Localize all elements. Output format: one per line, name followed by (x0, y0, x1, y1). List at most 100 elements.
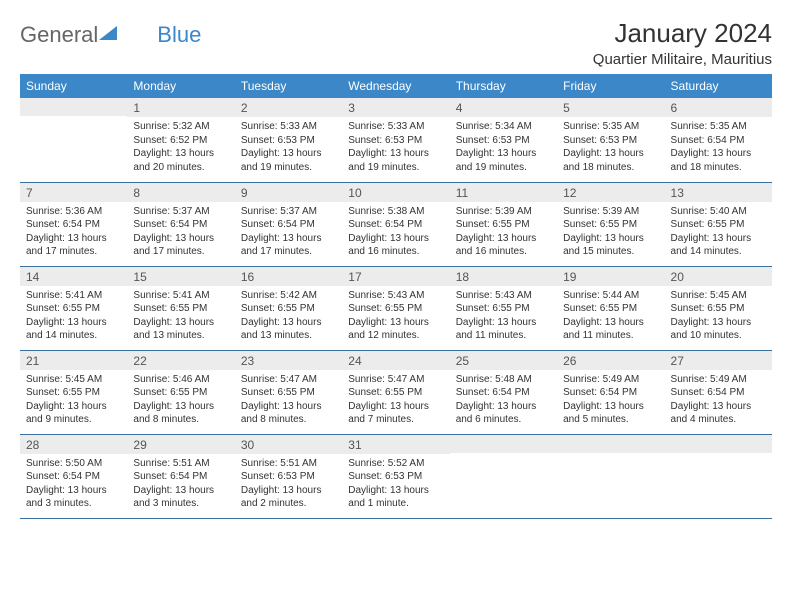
day-header: Friday (557, 74, 664, 98)
day-number (557, 435, 664, 453)
sunrise-text: Sunrise: 5:49 AM (671, 373, 766, 387)
calendar-day-cell: 25Sunrise: 5:48 AMSunset: 6:54 PMDayligh… (450, 350, 557, 434)
daylight-text: Daylight: 13 hours and 15 minutes. (563, 232, 658, 259)
calendar-week-row: 28Sunrise: 5:50 AMSunset: 6:54 PMDayligh… (20, 434, 772, 518)
day-number: 29 (127, 435, 234, 454)
calendar-day-cell: 28 Sunrise: 5:50 AMSunset: 6:54 PMDayligh… (20, 434, 127, 518)
day-number: 4 (450, 98, 557, 117)
sunrise-text: Sunrise: 5:44 AM (563, 289, 658, 303)
calendar-day-cell: 24Sunrise: 5:47 AMSunset: 6:55 PMDayligh… (342, 350, 449, 434)
sunrise-text: Sunrise: 5:52 AM (348, 457, 443, 471)
sunset-text: Sunset: 6:54 PM (563, 386, 658, 400)
day-body (665, 453, 772, 460)
sunrise-text: Sunrise: 5:50 AM (26, 457, 121, 471)
sunset-text: Sunset: 6:54 PM (671, 134, 766, 148)
sunset-text: Sunset: 6:52 PM (133, 134, 228, 148)
day-number: 28 (20, 435, 127, 454)
day-body (450, 453, 557, 460)
sunset-text: Sunset: 6:54 PM (456, 386, 551, 400)
calendar-day-cell: 9Sunrise: 5:37 AMSunset: 6:54 PMDaylight… (235, 182, 342, 266)
sunset-text: Sunset: 6:54 PM (26, 470, 121, 484)
day-number: 9 (235, 183, 342, 202)
daylight-text: Daylight: 13 hours and 18 minutes. (671, 147, 766, 174)
day-body: Sunrise: 5:35 AMSunset: 6:54 PMDaylight:… (665, 117, 772, 178)
sunrise-text: Sunrise: 5:51 AM (133, 457, 228, 471)
day-body: Sunrise: 5:40 AMSunset: 6:55 PMDaylight:… (665, 202, 772, 263)
daylight-text: Daylight: 13 hours and 17 minutes. (241, 232, 336, 259)
daylight-text: Daylight: 13 hours and 6 minutes. (456, 400, 551, 427)
sunset-text: Sunset: 6:54 PM (671, 386, 766, 400)
calendar-day-cell: 16Sunrise: 5:42 AMSunset: 6:55 PMDayligh… (235, 266, 342, 350)
day-body: Sunrise: 5:32 AMSunset: 6:52 PMDaylight:… (127, 117, 234, 178)
logo: General Blue (20, 18, 201, 48)
daylight-text: Daylight: 13 hours and 8 minutes. (133, 400, 228, 427)
day-number: 11 (450, 183, 557, 202)
day-body: Sunrise: 5:49 AMSunset: 6:54 PMDaylight:… (557, 370, 664, 431)
daylight-text: Daylight: 13 hours and 8 minutes. (241, 400, 336, 427)
calendar-page: General Blue January 2024 Quartier Milit… (0, 0, 792, 529)
daylight-text: Daylight: 13 hours and 13 minutes. (133, 316, 228, 343)
calendar-day-cell: 22Sunrise: 5:46 AMSunset: 6:55 PMDayligh… (127, 350, 234, 434)
day-header: Thursday (450, 74, 557, 98)
sunset-text: Sunset: 6:55 PM (348, 302, 443, 316)
day-number: 3 (342, 98, 449, 117)
sunset-text: Sunset: 6:55 PM (671, 218, 766, 232)
day-number: 6 (665, 98, 772, 117)
day-body: Sunrise: 5:51 AMSunset: 6:53 PMDaylight:… (235, 454, 342, 515)
sunrise-text: Sunrise: 5:39 AM (563, 205, 658, 219)
day-body: Sunrise: 5:41 AMSunset: 6:55 PMDaylight:… (127, 286, 234, 347)
sunset-text: Sunset: 6:55 PM (133, 302, 228, 316)
sunrise-text: Sunrise: 5:35 AM (671, 120, 766, 134)
sunrise-text: Sunrise: 5:47 AM (241, 373, 336, 387)
day-body: Sunrise: 5:46 AMSunset: 6:55 PMDaylight:… (127, 370, 234, 431)
day-body: Sunrise: 5:35 AMSunset: 6:53 PMDaylight:… (557, 117, 664, 178)
sunrise-text: Sunrise: 5:37 AM (133, 205, 228, 219)
daylight-text: Daylight: 13 hours and 14 minutes. (26, 316, 121, 343)
logo-triangle-icon (99, 20, 117, 46)
title-block: January 2024 Quartier Militaire, Mauriti… (593, 18, 772, 68)
day-number: 30 (235, 435, 342, 454)
sunset-text: Sunset: 6:55 PM (563, 218, 658, 232)
daylight-text: Daylight: 13 hours and 3 minutes. (26, 484, 121, 511)
day-number: 22 (127, 351, 234, 370)
calendar-day-cell: 8Sunrise: 5:37 AMSunset: 6:54 PMDaylight… (127, 182, 234, 266)
daylight-text: Daylight: 13 hours and 2 minutes. (241, 484, 336, 511)
day-number: 2 (235, 98, 342, 117)
sunset-text: Sunset: 6:54 PM (133, 470, 228, 484)
daylight-text: Daylight: 13 hours and 10 minutes. (671, 316, 766, 343)
calendar-day-cell: 23Sunrise: 5:47 AMSunset: 6:55 PMDayligh… (235, 350, 342, 434)
day-number: 26 (557, 351, 664, 370)
daylight-text: Daylight: 13 hours and 19 minutes. (456, 147, 551, 174)
calendar-day-cell: 2Sunrise: 5:33 AMSunset: 6:53 PMDaylight… (235, 98, 342, 182)
calendar-week-row: 21Sunrise: 5:45 AMSunset: 6:55 PMDayligh… (20, 350, 772, 434)
daylight-text: Daylight: 13 hours and 19 minutes. (241, 147, 336, 174)
day-number: 21 (20, 351, 127, 370)
day-number: 31 (342, 435, 449, 454)
day-body: Sunrise: 5:37 AMSunset: 6:54 PMDaylight:… (127, 202, 234, 263)
calendar-day-cell: 20Sunrise: 5:45 AMSunset: 6:55 PMDayligh… (665, 266, 772, 350)
daylight-text: Daylight: 13 hours and 11 minutes. (563, 316, 658, 343)
sunset-text: Sunset: 6:54 PM (26, 218, 121, 232)
calendar-day-cell: 17Sunrise: 5:43 AMSunset: 6:55 PMDayligh… (342, 266, 449, 350)
calendar-day-cell: 1Sunrise: 5:32 AMSunset: 6:52 PMDaylight… (127, 98, 234, 182)
day-body: Sunrise: 5:47 AMSunset: 6:55 PMDaylight:… (342, 370, 449, 431)
sunrise-text: Sunrise: 5:33 AM (348, 120, 443, 134)
sunrise-text: Sunrise: 5:33 AM (241, 120, 336, 134)
sunset-text: Sunset: 6:55 PM (563, 302, 658, 316)
daylight-text: Daylight: 13 hours and 16 minutes. (456, 232, 551, 259)
calendar-day-cell: 14Sunrise: 5:41 AMSunset: 6:55 PMDayligh… (20, 266, 127, 350)
day-body: Sunrise: 5:43 AMSunset: 6:55 PMDaylight:… (450, 286, 557, 347)
daylight-text: Daylight: 13 hours and 19 minutes. (348, 147, 443, 174)
calendar-week-row: 1Sunrise: 5:32 AMSunset: 6:52 PMDaylight… (20, 98, 772, 182)
day-body: Sunrise: 5:44 AMSunset: 6:55 PMDaylight:… (557, 286, 664, 347)
sunset-text: Sunset: 6:53 PM (348, 470, 443, 484)
day-body: Sunrise: 5:37 AMSunset: 6:54 PMDaylight:… (235, 202, 342, 263)
daylight-text: Daylight: 13 hours and 20 minutes. (133, 147, 228, 174)
calendar-day-cell: 12Sunrise: 5:39 AMSunset: 6:55 PMDayligh… (557, 182, 664, 266)
daylight-text: Daylight: 13 hours and 12 minutes. (348, 316, 443, 343)
sunrise-text: Sunrise: 5:41 AM (26, 289, 121, 303)
calendar-head: Sunday Monday Tuesday Wednesday Thursday… (20, 74, 772, 98)
day-body: Sunrise: 5:36 AMSunset: 6:54 PMDaylight:… (20, 202, 127, 263)
day-number: 7 (20, 183, 127, 202)
day-body (20, 116, 127, 123)
